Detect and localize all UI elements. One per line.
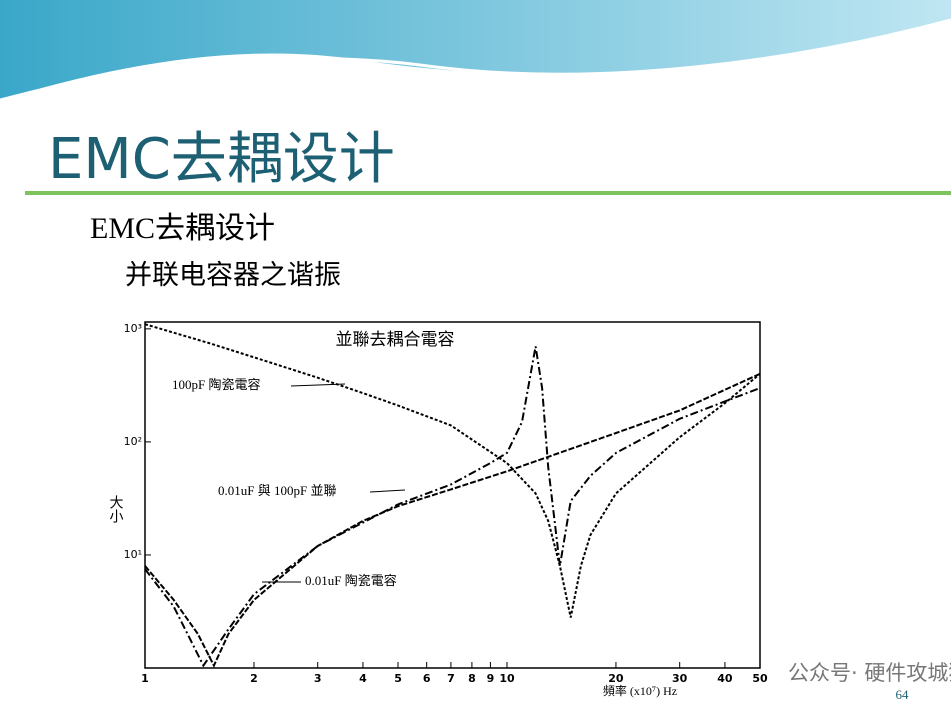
series-annotation: 0.01uF 與 100pF 並聯 <box>218 483 336 498</box>
x-tick-label: 3 <box>314 672 322 685</box>
y-axis-label: 大小 <box>108 495 124 524</box>
plot: 1 2 3 4 5 6 7 8 9 10 20 30 40 50 10¹ 10² 10³ 100pF 陶瓷電容 0.… <box>124 322 768 685</box>
slide-title: EMC去耦设计 <box>48 127 395 192</box>
series-annotation: 100pF 陶瓷電容 <box>172 377 260 392</box>
x-axis-label: 頻率 (x10⁷) Hz <box>603 683 677 698</box>
x-tick-label: 20 <box>608 672 624 685</box>
x-tick-label: 30 <box>672 672 688 685</box>
x-tick-label: 8 <box>468 672 476 685</box>
series-line <box>144 323 761 618</box>
watermark: 公众号· 硬件攻城狮 <box>788 661 951 685</box>
x-tick-label: 7 <box>447 672 455 685</box>
y-tick-label: 10³ <box>124 322 142 335</box>
annotation-arrow <box>369 489 406 493</box>
x-tick-label: 6 <box>423 672 431 685</box>
chart-title: 並聯去耦合電容 <box>336 330 455 349</box>
x-tick-label: 50 <box>752 672 768 685</box>
title-rule <box>25 191 951 195</box>
x-tick-label: 1 <box>141 672 149 685</box>
plot-frame <box>144 321 761 669</box>
subheading: 并联电容器之谐振 <box>125 260 341 290</box>
chart-panel <box>103 318 771 702</box>
x-tick-label: 2 <box>250 672 258 685</box>
y-tick-label: 10² <box>124 435 142 448</box>
x-tick-label: 4 <box>359 672 367 685</box>
header-wave <box>0 0 951 100</box>
heading: EMC去耦设计 <box>90 212 275 245</box>
series-line <box>144 346 761 668</box>
header-wave-line <box>0 18 951 102</box>
x-tick-label: 10 <box>499 672 515 685</box>
y-tick-label: 10¹ <box>124 548 142 561</box>
series-annotation: 0.01uF 陶瓷電容 <box>305 573 397 588</box>
page-number: 64 <box>896 687 910 702</box>
x-tick-label: 5 <box>394 672 402 685</box>
annotation-arrow <box>290 383 346 387</box>
x-tick-label: 40 <box>717 672 733 685</box>
x-tick-label: 9 <box>487 672 495 685</box>
